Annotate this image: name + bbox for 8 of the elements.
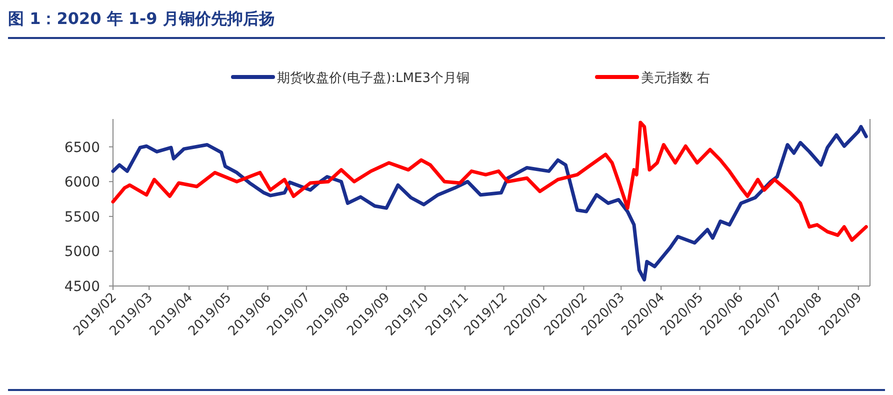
- y-tick-label: 5000: [64, 244, 100, 260]
- y-tick-label: 5500: [64, 209, 100, 226]
- y-tick-label: 6500: [64, 140, 100, 156]
- legend-label: 美元指数 右: [641, 70, 710, 86]
- y-tick-label: 6000: [64, 174, 100, 191]
- title: 图 1：2020 年 1-9 月铜价先抑后扬: [8, 9, 275, 28]
- y-tick-label: 4500: [64, 279, 100, 295]
- legend-label: 期货收盘价(电子盘):LME3个月铜: [277, 71, 470, 86]
